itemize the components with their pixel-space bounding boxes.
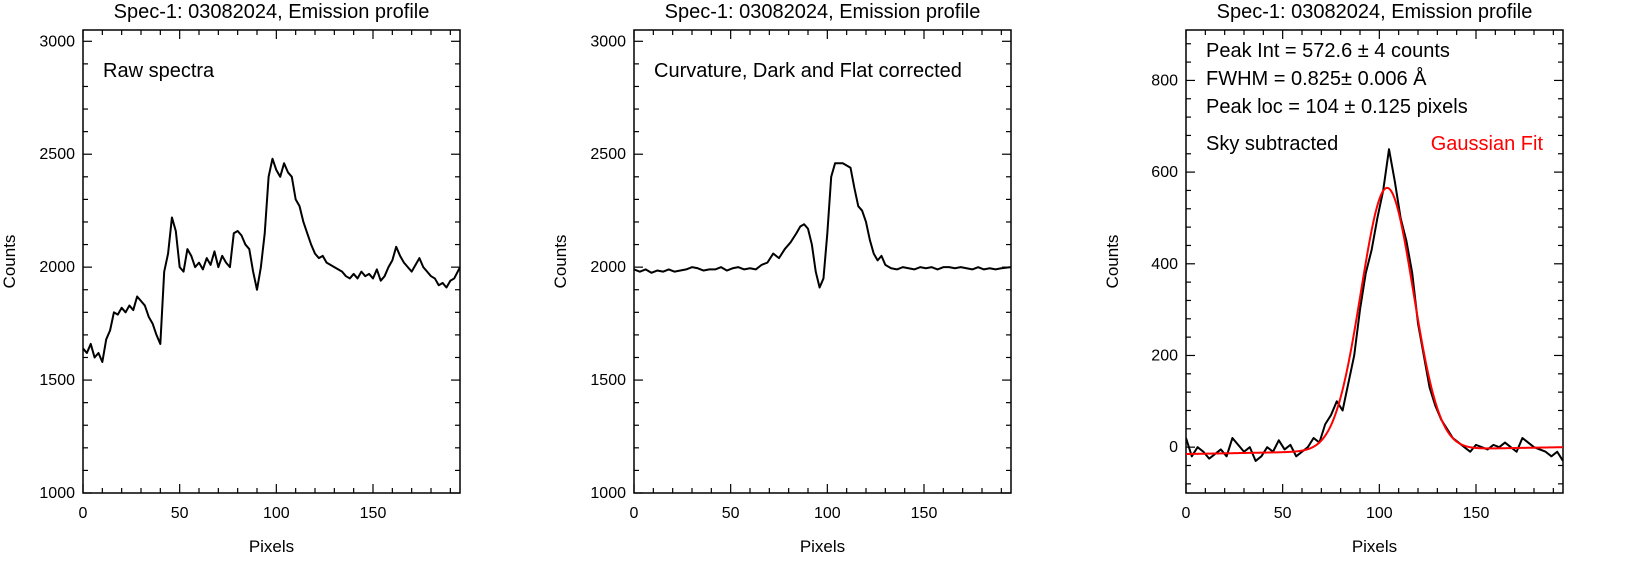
x-tick-label: 100	[1366, 505, 1393, 522]
gaussian-fit-line	[1186, 186, 1563, 456]
chart-title: Spec-1: 03082024, Emission profile	[665, 1, 981, 23]
y-tick-label: 3000	[39, 33, 75, 50]
legend-label-gaussian-fit: Gaussian Fit	[1431, 133, 1544, 155]
x-axis-label: Pixels	[249, 537, 294, 556]
x-tick-label: 150	[360, 505, 387, 522]
y-tick-label: 2500	[39, 146, 75, 163]
chart-annotation: Sky subtracted	[1206, 133, 1338, 155]
chart-panel-2: Spec-1: 03082024, Emission profile 0 50 100…	[551, 1, 1012, 556]
chart-annotation: Curvature, Dark and Flat corrected	[654, 60, 962, 82]
x-axis-label: Pixels	[800, 537, 845, 556]
y-tick-label: 1000	[39, 485, 75, 502]
chart-annotation: FWHM = 0.825± 0.006 Å	[1206, 67, 1427, 90]
y-tick-label: 1000	[590, 485, 626, 502]
x-tick-label: 50	[171, 505, 189, 522]
y-tick-label: 3000	[590, 33, 626, 50]
y-axis-label: Counts	[0, 235, 19, 289]
y-tick-label: 2000	[590, 259, 626, 276]
y-tick-label: 800	[1151, 72, 1178, 89]
y-tick-label: 600	[1151, 164, 1178, 181]
x-tick-label: 0	[630, 505, 639, 522]
data-series-line	[1186, 148, 1563, 462]
chart-annotation: Peak Int = 572.6 ± 4 counts	[1206, 40, 1450, 62]
chart-panel-3: Spec-1: 03082024, Emission profile 0 50 100…	[1103, 1, 1564, 556]
x-tick-label: 50	[722, 505, 740, 522]
chart-title: Spec-1: 03082024, Emission profile	[1217, 1, 1533, 23]
y-axis-label: Counts	[551, 235, 570, 289]
y-tick-label: 200	[1151, 347, 1178, 364]
y-tick-label: 1500	[590, 372, 626, 389]
x-axis-label: Pixels	[1352, 537, 1397, 556]
x-tick-label: 150	[911, 505, 938, 522]
x-tick-label: 0	[79, 505, 88, 522]
y-axis-label: Counts	[1103, 235, 1122, 289]
y-tick-label: 0	[1169, 439, 1178, 456]
plot-frame	[1185, 29, 1564, 494]
y-tick-label: 2000	[39, 259, 75, 276]
data-series-line	[634, 162, 1011, 289]
x-tick-label: 100	[263, 505, 290, 522]
chart-annotation: Raw spectra	[103, 60, 215, 82]
y-tick-label: 1500	[39, 372, 75, 389]
y-tick-label: 400	[1151, 256, 1178, 273]
x-tick-label: 50	[1274, 505, 1292, 522]
chart-panel-1: Spec-1: 03082024, Emission profile 0 50 100…	[0, 1, 461, 556]
data-series-line	[83, 157, 460, 363]
plot-frame	[633, 29, 1012, 494]
x-tick-label: 100	[814, 505, 841, 522]
x-tick-label: 150	[1463, 505, 1490, 522]
y-tick-label: 2500	[590, 146, 626, 163]
plot-frame	[82, 29, 461, 494]
chart-annotation: Peak loc = 104 ± 0.125 pixels	[1206, 96, 1468, 118]
chart-title: Spec-1: 03082024, Emission profile	[114, 1, 430, 23]
x-tick-label: 0	[1182, 505, 1191, 522]
